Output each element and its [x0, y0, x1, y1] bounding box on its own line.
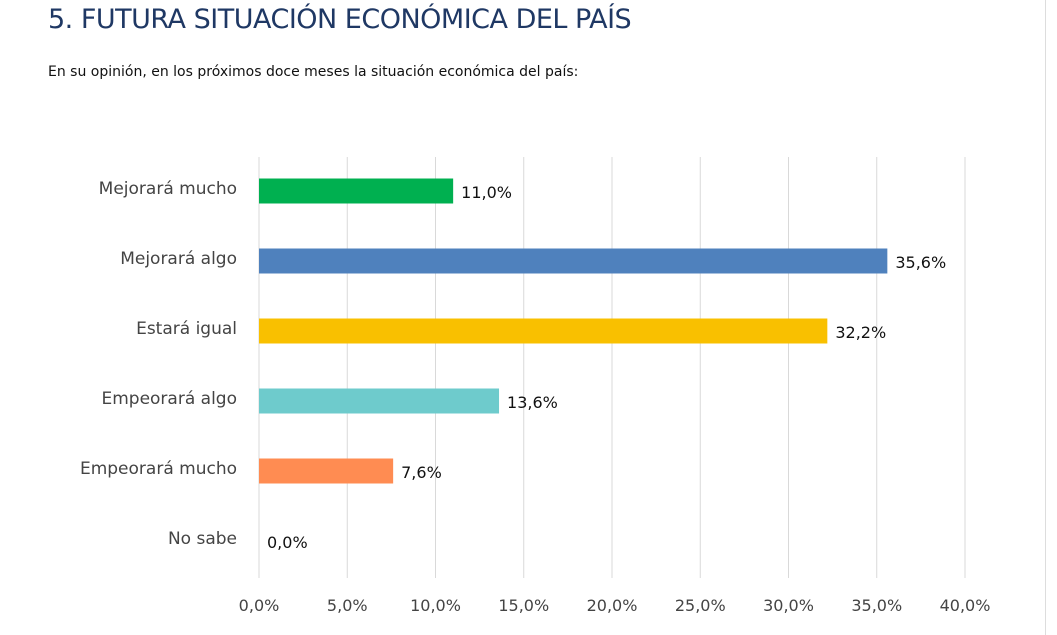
- x-tick-label: 35,0%: [851, 596, 902, 615]
- data-label: 0,0%: [267, 533, 308, 552]
- data-label: 13,6%: [507, 393, 558, 412]
- data-label: 7,6%: [401, 463, 442, 482]
- question-text: En su opinión, en los próximos doce mese…: [48, 64, 579, 80]
- x-tick-label: 40,0%: [940, 596, 991, 615]
- bar: [259, 318, 828, 344]
- bar: [259, 178, 454, 204]
- data-label: 35,6%: [895, 253, 946, 272]
- page-title: 5. FUTURA SITUACIÓN ECONÓMICA DEL PAÍS: [48, 4, 632, 35]
- x-tick-label: 25,0%: [675, 596, 726, 615]
- bar: [259, 388, 500, 414]
- page-edge-divider: [1045, 0, 1046, 635]
- x-tick-label: 20,0%: [587, 596, 638, 615]
- x-tick-label: 5,0%: [327, 596, 368, 615]
- x-tick-label: 10,0%: [410, 596, 461, 615]
- category-label: Estará igual: [136, 319, 237, 339]
- bar: [259, 248, 888, 274]
- x-tick-label: 30,0%: [763, 596, 814, 615]
- category-label: Empeorará algo: [101, 389, 237, 409]
- category-label: Mejorará mucho: [99, 179, 237, 199]
- category-label: No sabe: [168, 529, 237, 549]
- data-label: 32,2%: [835, 323, 886, 342]
- bar: [259, 458, 394, 484]
- category-label: Empeorará mucho: [80, 459, 237, 479]
- x-tick-label: 15,0%: [498, 596, 549, 615]
- category-label: Mejorará algo: [120, 249, 237, 269]
- x-tick-label: 0,0%: [239, 596, 280, 615]
- data-label: 11,0%: [461, 183, 512, 202]
